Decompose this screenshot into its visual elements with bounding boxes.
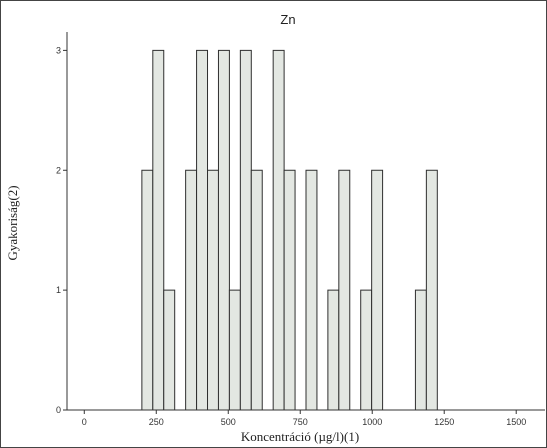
- histogram-bar-7: [217, 49, 230, 411]
- histogram-bar-2: [163, 289, 176, 411]
- x-tick-label-1000: 1000: [362, 417, 382, 427]
- y-tick-label-3: 3: [56, 45, 61, 55]
- histogram-bar-15: [305, 169, 318, 411]
- histogram-bar-5: [196, 49, 209, 411]
- x-axis-label: Koncentráció (µg/l)(1): [241, 429, 359, 444]
- histogram-bar-0: [141, 169, 154, 411]
- histogram-bar-6: [207, 169, 219, 411]
- histogram-bar-12: [272, 49, 285, 411]
- y-tick-label-1: 1: [56, 285, 61, 295]
- histogram-bar-21: [371, 169, 384, 411]
- x-tick-label-1500: 1500: [506, 417, 526, 427]
- histogram-bar-9: [239, 49, 252, 411]
- histogram-bar-8: [228, 289, 241, 411]
- histogram-bar-17: [327, 289, 340, 411]
- chart-title: Zn: [280, 12, 295, 27]
- x-tick-label-250: 250: [149, 417, 164, 427]
- histogram-bar-4: [185, 169, 198, 411]
- y-tick-label-0: 0: [56, 405, 61, 415]
- y-tick-label-2: 2: [56, 165, 61, 175]
- histogram-bar-20: [360, 289, 373, 411]
- x-tick-label-1250: 1250: [434, 417, 454, 427]
- x-tick-label-750: 750: [293, 417, 308, 427]
- histogram-bar-10: [250, 169, 263, 411]
- histogram-bar-13: [283, 169, 296, 411]
- histogram-bar-26: [425, 169, 438, 411]
- axes-group: [66, 32, 545, 411]
- histogram-bar-18: [338, 169, 351, 411]
- x-tick-label-500: 500: [221, 417, 236, 427]
- ticks-group: 0 1 2 3 0 250 500 750 1000 1250 1500: [56, 45, 526, 427]
- histogram-bar-1: [152, 49, 165, 411]
- y-axis-label: Gyakoriság(2): [5, 185, 20, 260]
- x-tick-label-0: 0: [82, 417, 87, 427]
- histogram-bar-25: [414, 289, 427, 411]
